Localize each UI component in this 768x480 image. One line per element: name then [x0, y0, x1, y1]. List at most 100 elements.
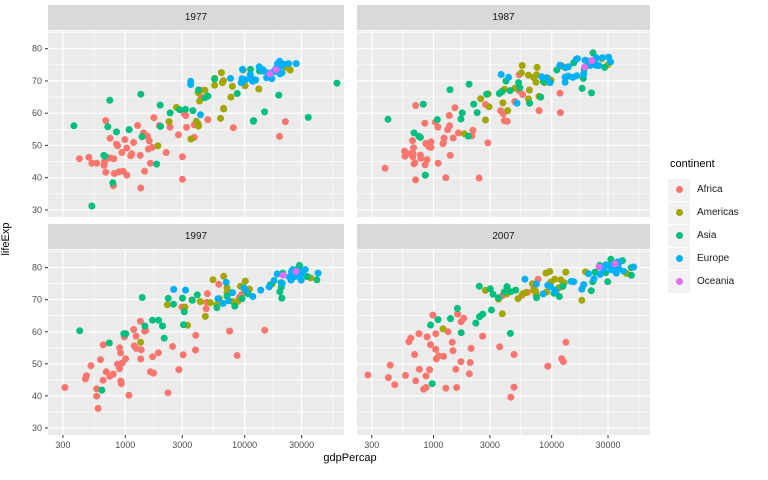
data-point — [175, 366, 183, 374]
data-point — [333, 79, 341, 87]
data-point — [451, 104, 459, 112]
data-point — [164, 294, 172, 302]
data-point — [602, 261, 610, 269]
data-point — [226, 327, 234, 335]
data-point — [556, 89, 564, 97]
data-point — [607, 255, 615, 263]
data-point — [196, 97, 204, 105]
data-point — [525, 86, 533, 94]
data-point — [439, 139, 447, 147]
data-point — [137, 184, 145, 192]
data-point — [163, 301, 171, 309]
data-point — [137, 338, 145, 346]
data-point — [146, 159, 154, 167]
data-point — [196, 298, 204, 306]
data-point — [412, 176, 420, 184]
y-tick-label: 40 — [32, 391, 42, 401]
data-point — [278, 294, 286, 302]
data-point — [503, 283, 511, 291]
data-point — [449, 347, 457, 355]
data-point — [218, 79, 226, 87]
data-point — [434, 316, 442, 324]
series-africa — [364, 275, 570, 401]
data-point — [439, 325, 447, 333]
data-point — [457, 358, 465, 366]
data-point — [228, 82, 236, 90]
data-point — [562, 268, 570, 276]
data-point — [217, 69, 225, 77]
y-tick-label: 80 — [32, 263, 42, 273]
data-point — [416, 133, 424, 141]
data-point — [627, 271, 635, 279]
y-tick-label: 40 — [32, 173, 42, 183]
data-point — [448, 338, 456, 346]
data-point — [630, 263, 638, 271]
legend-row-oceania: Oceania — [668, 270, 739, 293]
data-point — [581, 56, 589, 64]
data-point — [458, 109, 466, 117]
panel-background — [48, 250, 344, 435]
data-point — [220, 272, 228, 280]
data-point — [174, 131, 182, 139]
data-point — [517, 69, 525, 77]
data-point — [214, 295, 222, 303]
data-point — [106, 96, 114, 104]
data-point — [116, 344, 124, 352]
data-point — [137, 346, 145, 354]
y-tick-label: 50 — [32, 359, 42, 369]
x-tick-label: 1000 — [424, 440, 444, 450]
data-point — [275, 91, 283, 99]
data-point — [314, 269, 322, 277]
legend-key — [668, 270, 690, 293]
data-point — [160, 334, 168, 342]
data-point — [499, 99, 507, 107]
data-point — [82, 372, 90, 380]
africa-dot-icon — [675, 186, 683, 193]
data-point — [428, 380, 436, 388]
x-tick-label: 30000 — [596, 440, 621, 450]
data-point — [482, 116, 489, 124]
data-point — [303, 273, 311, 281]
data-point — [146, 368, 154, 376]
y-axis-ticks: 30 40 50 60 70 80 — [32, 263, 48, 433]
data-point — [488, 306, 495, 314]
data-point — [203, 290, 211, 298]
data-point — [535, 107, 543, 115]
data-point — [136, 317, 144, 325]
data-point — [157, 122, 164, 130]
data-point — [233, 90, 241, 97]
data-point — [588, 57, 596, 65]
data-point — [213, 304, 221, 312]
data-point — [178, 153, 186, 161]
y-tick-label: 30 — [32, 205, 42, 215]
data-point — [166, 123, 174, 131]
data-point — [155, 316, 163, 324]
data-point — [497, 71, 505, 78]
data-point — [154, 349, 162, 357]
data-point — [445, 112, 453, 119]
data-point — [187, 77, 195, 85]
data-point — [162, 149, 170, 156]
data-point — [601, 63, 609, 71]
data-point — [204, 92, 212, 100]
data-point — [164, 389, 172, 397]
data-point — [292, 268, 300, 275]
legend-label: Americas — [697, 207, 739, 218]
facet-strip-label: 1987 — [492, 12, 515, 23]
data-point — [609, 266, 617, 274]
major-gridlines — [48, 250, 344, 435]
data-point — [419, 100, 427, 108]
legend-row-americas: Americas — [668, 201, 739, 224]
data-point — [506, 87, 514, 95]
data-point — [138, 133, 146, 141]
data-point — [552, 288, 560, 296]
y-tick-label: 50 — [32, 140, 42, 150]
data-point — [411, 351, 419, 358]
data-point — [561, 64, 569, 72]
data-point — [276, 288, 284, 296]
data-point — [154, 142, 162, 150]
data-point — [544, 362, 552, 370]
data-point — [409, 137, 416, 145]
data-point — [410, 144, 418, 152]
data-point — [247, 65, 254, 73]
